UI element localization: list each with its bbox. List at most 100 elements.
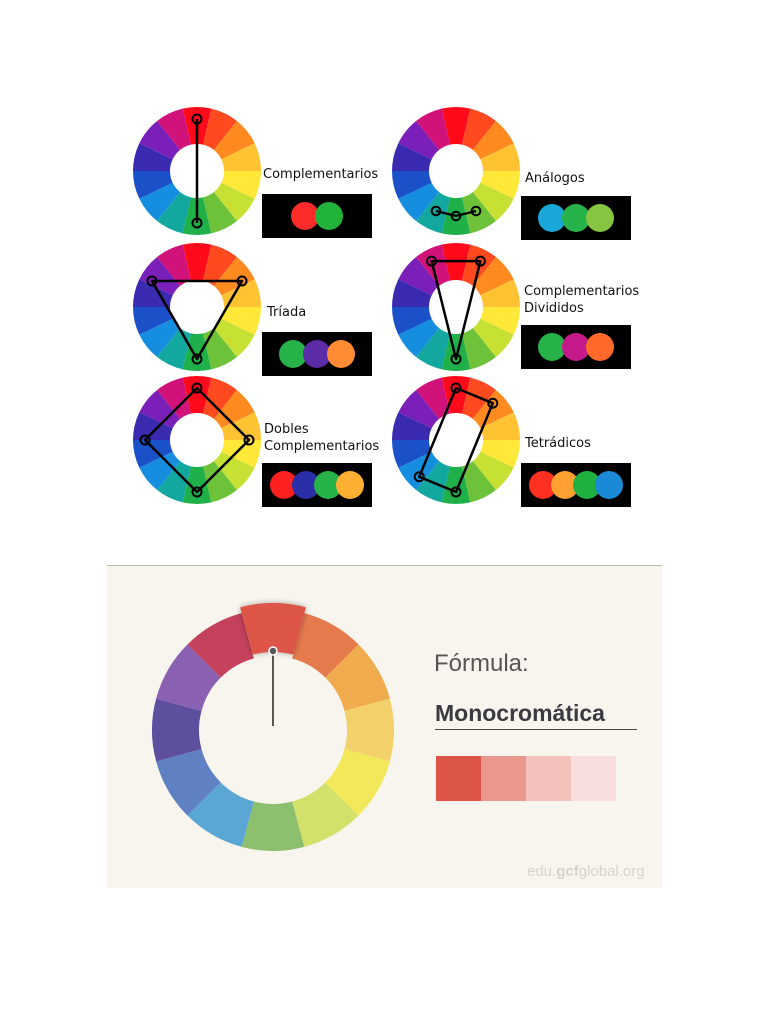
wheel-segment bbox=[157, 461, 191, 503]
wheel-segment bbox=[441, 333, 471, 371]
wheel-segment bbox=[203, 461, 237, 503]
swatch-dot bbox=[315, 202, 343, 230]
wheel-complementarios-divididos bbox=[392, 243, 520, 371]
wheel-segment bbox=[398, 451, 440, 491]
wheel-segment bbox=[398, 389, 440, 429]
swatch-dot bbox=[551, 471, 579, 499]
wheel-segment bbox=[480, 171, 520, 199]
wheel-segment bbox=[441, 107, 471, 145]
wheel-segment bbox=[392, 171, 432, 199]
wheel-segment bbox=[221, 143, 261, 171]
wheel-segment bbox=[221, 307, 261, 335]
wheel-segment bbox=[139, 389, 181, 429]
wheel-segment bbox=[392, 279, 432, 307]
swatch-dot bbox=[573, 471, 601, 499]
monochromatic-wheel bbox=[152, 603, 394, 851]
wheel-segment bbox=[480, 412, 520, 440]
scheme-marker bbox=[430, 205, 442, 217]
scheme-marker bbox=[191, 353, 203, 365]
swatch-dobles-complementarios bbox=[262, 463, 372, 507]
scheme-label-complementarios: Complementarios bbox=[263, 166, 378, 183]
wheel-segment bbox=[133, 171, 173, 199]
scheme-label-line: Tríada bbox=[267, 305, 307, 320]
wheel-segment bbox=[182, 243, 212, 281]
wheel-segment bbox=[139, 120, 181, 160]
scheme-label-line: Complementarios bbox=[264, 439, 380, 454]
wheel-segment bbox=[203, 244, 237, 286]
scheme-marker bbox=[191, 486, 203, 498]
tone-swatch-3 bbox=[526, 756, 571, 801]
wheel-segment bbox=[472, 389, 514, 429]
wheel-segment bbox=[203, 377, 237, 419]
mono-wheel-segment bbox=[241, 801, 305, 851]
scheme-marker bbox=[191, 113, 203, 125]
wheel-segment bbox=[157, 377, 191, 419]
scheme-marker bbox=[487, 397, 499, 409]
swatch-dot bbox=[292, 471, 320, 499]
mono-wheel-segment bbox=[325, 644, 390, 711]
color-scheme-diagram bbox=[133, 107, 520, 504]
wheel-segment bbox=[213, 120, 255, 160]
mono-wheel-segment bbox=[152, 698, 202, 762]
wheel-segment bbox=[472, 256, 514, 296]
scheme-marker bbox=[243, 434, 255, 446]
swatch-dot bbox=[529, 471, 557, 499]
swatch-dot bbox=[538, 333, 566, 361]
tone-swatch-1 bbox=[436, 756, 481, 801]
scheme-connector bbox=[143, 386, 251, 494]
scheme-label-line: Dobles bbox=[264, 422, 309, 437]
swatch-dot bbox=[562, 204, 590, 232]
swatch-dot bbox=[595, 471, 623, 499]
wheel-dobles-complementarios bbox=[133, 376, 261, 504]
wheel-segment bbox=[182, 376, 212, 414]
scheme-label-line: Divididos bbox=[524, 301, 584, 316]
wheel-segment bbox=[392, 440, 432, 468]
scheme-connector bbox=[430, 259, 482, 361]
wheel-segment bbox=[157, 328, 191, 370]
mono-wheel-segment bbox=[292, 613, 359, 678]
swatch-tetradicos bbox=[521, 463, 631, 507]
scheme-label-line: Complementarios bbox=[263, 167, 379, 182]
scheme-marker bbox=[450, 210, 462, 222]
wheel-segment bbox=[133, 307, 173, 335]
swatch-dot bbox=[327, 340, 355, 368]
wheel-segment bbox=[157, 108, 191, 150]
wheel-segment bbox=[203, 192, 237, 234]
swatch-dot bbox=[291, 202, 319, 230]
scheme-label-dobles-complementarios: Dobles Complementarios bbox=[264, 421, 379, 455]
swatch-dot bbox=[279, 340, 307, 368]
formula-label: Fórmula: bbox=[434, 650, 529, 677]
mono-wheel-segment bbox=[292, 782, 359, 847]
scheme-label-triada: Tríada bbox=[267, 304, 306, 321]
wheel-segment bbox=[392, 412, 432, 440]
scheme-marker bbox=[470, 205, 482, 217]
wheel-segment bbox=[133, 412, 173, 440]
wheel-segment bbox=[462, 461, 496, 503]
scheme-connector bbox=[417, 386, 495, 494]
scheme-marker bbox=[236, 275, 248, 287]
scheme-marker bbox=[426, 255, 438, 267]
mono-pointer-dot bbox=[268, 646, 278, 656]
wheel-segment bbox=[213, 451, 255, 491]
scheme-marker bbox=[146, 275, 158, 287]
scheme-connector bbox=[150, 279, 244, 361]
wheel-segment bbox=[462, 328, 496, 370]
wheel-segment bbox=[398, 256, 440, 296]
scheme-name-underline bbox=[435, 729, 637, 730]
wheel-segment bbox=[157, 244, 191, 286]
wheel-segment bbox=[398, 318, 440, 358]
scheme-connector bbox=[435, 209, 477, 218]
swatch-dot bbox=[270, 471, 298, 499]
wheel-segment bbox=[480, 307, 520, 335]
wheel-segment bbox=[133, 143, 173, 171]
monochromatic-panel: Fórmula: Monocromática edu.gcfglobal.org bbox=[107, 565, 662, 888]
scheme-marker bbox=[450, 382, 462, 394]
swatch-complementarios bbox=[262, 194, 372, 238]
mono-wheel-segment bbox=[156, 749, 221, 816]
scheme-label-complementarios-divididos: Complementarios Divididos bbox=[524, 283, 639, 317]
wheel-segment bbox=[203, 328, 237, 370]
wheel-segment bbox=[472, 120, 514, 160]
wheel-segment bbox=[416, 377, 450, 419]
wheel-segment bbox=[203, 108, 237, 150]
scheme-marker bbox=[474, 255, 486, 267]
